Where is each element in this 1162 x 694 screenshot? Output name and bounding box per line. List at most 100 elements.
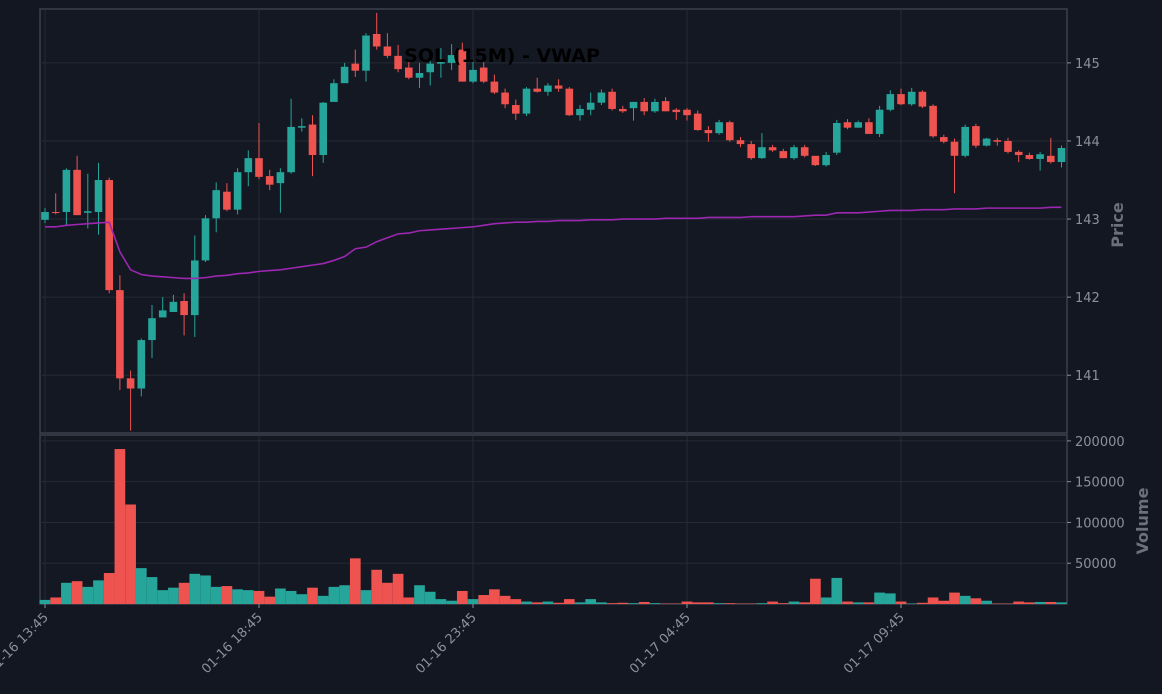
candle-body xyxy=(693,113,702,131)
x-tick-label: 01-16 13:45 xyxy=(0,610,52,677)
candle-body xyxy=(779,151,788,159)
candle-body xyxy=(426,63,434,73)
candle-body xyxy=(437,62,445,64)
candle-body xyxy=(1047,155,1055,163)
volume-bar xyxy=(884,593,896,604)
volume-bar xyxy=(959,595,971,604)
candle-body xyxy=(1004,140,1012,152)
candle-body xyxy=(843,122,852,128)
candle-body xyxy=(950,141,959,156)
volume-bar xyxy=(692,602,704,604)
candle-body xyxy=(1014,151,1023,156)
volume-bar xyxy=(510,599,522,604)
volume-bar xyxy=(360,590,372,604)
candle-body xyxy=(544,85,552,92)
volume-bar xyxy=(403,597,415,604)
candle-body xyxy=(383,46,392,56)
volume-bar xyxy=(178,582,190,604)
volume-bar xyxy=(938,600,950,604)
y-tick-label: 144 xyxy=(1075,135,1100,150)
x-tick-label: 01-17 09:45 xyxy=(841,610,908,677)
volume-bar xyxy=(414,585,425,604)
y-tick-label: 143 xyxy=(1075,213,1100,228)
volume-bar xyxy=(788,601,800,604)
volume-axis-label: Volume xyxy=(1133,487,1152,554)
candle-body xyxy=(394,55,402,70)
volume-bar xyxy=(810,578,821,604)
candle-body xyxy=(651,101,659,112)
candle-body xyxy=(940,137,948,142)
volume-bar xyxy=(521,601,532,604)
candle-body xyxy=(330,83,338,102)
volume-bar xyxy=(392,573,404,604)
candle-body xyxy=(62,169,71,213)
candle-body xyxy=(554,85,563,89)
candle-body xyxy=(640,101,648,112)
volume-bar xyxy=(296,594,308,604)
volume-bar xyxy=(168,587,179,604)
candle-body xyxy=(362,35,370,71)
candle-body xyxy=(800,147,809,156)
volume-bar xyxy=(114,449,126,604)
volume-tick-label: 100000 xyxy=(1075,516,1125,531)
candle-body xyxy=(298,126,306,128)
grid xyxy=(40,9,1071,608)
candle-body xyxy=(726,122,734,141)
candle-body xyxy=(244,158,253,173)
candle-body xyxy=(308,124,317,156)
volume-bar xyxy=(970,598,982,604)
volume-bar xyxy=(1024,602,1035,604)
volume-bar xyxy=(264,596,276,604)
candle-body xyxy=(212,190,220,219)
volume-bar xyxy=(253,590,265,604)
x-tick-label: 01-16 23:45 xyxy=(413,610,480,677)
candle-body xyxy=(661,101,670,112)
candle-body xyxy=(265,176,274,185)
marks xyxy=(39,12,1067,604)
candle-body xyxy=(683,109,691,116)
volume-bar xyxy=(242,590,254,604)
volume-bar xyxy=(542,601,554,604)
candle-body xyxy=(1057,147,1066,163)
volume-bar xyxy=(703,602,714,604)
volume-bar xyxy=(499,595,511,604)
candle-body xyxy=(255,158,263,177)
volume-bar xyxy=(317,595,329,604)
volume-bar xyxy=(146,577,158,604)
volume-bar xyxy=(606,603,618,604)
volume-bar xyxy=(371,569,383,604)
volume-bar xyxy=(681,601,693,604)
volume-bar xyxy=(456,590,468,604)
volume-bar xyxy=(135,568,147,604)
y-tick-label: 141 xyxy=(1075,369,1100,384)
volume-bar xyxy=(863,602,875,604)
candle-body xyxy=(458,49,467,82)
candle-body xyxy=(565,88,574,116)
candle-body xyxy=(790,147,798,159)
volume-bar xyxy=(39,599,51,604)
candle-body xyxy=(372,33,381,47)
candle-body xyxy=(811,155,820,166)
candle-body xyxy=(865,122,873,134)
volume-bar xyxy=(949,592,960,604)
volume-bar xyxy=(275,588,286,604)
volume-bar xyxy=(596,602,607,604)
candle-body xyxy=(597,92,606,103)
candle-body xyxy=(704,130,713,134)
candle-body xyxy=(972,126,980,146)
candle-body xyxy=(105,180,113,291)
volume-bar xyxy=(200,575,211,604)
volume-bar xyxy=(424,591,436,604)
candle-body xyxy=(73,169,81,216)
volume-bar xyxy=(435,599,447,604)
candle-body xyxy=(415,73,424,78)
volume-bar xyxy=(50,597,62,604)
candle-body xyxy=(223,191,231,210)
candle-body xyxy=(822,155,830,166)
volume-bar xyxy=(125,504,136,604)
volume-bar xyxy=(232,589,243,604)
volume-bar xyxy=(831,577,843,604)
volume-bar xyxy=(189,573,201,604)
